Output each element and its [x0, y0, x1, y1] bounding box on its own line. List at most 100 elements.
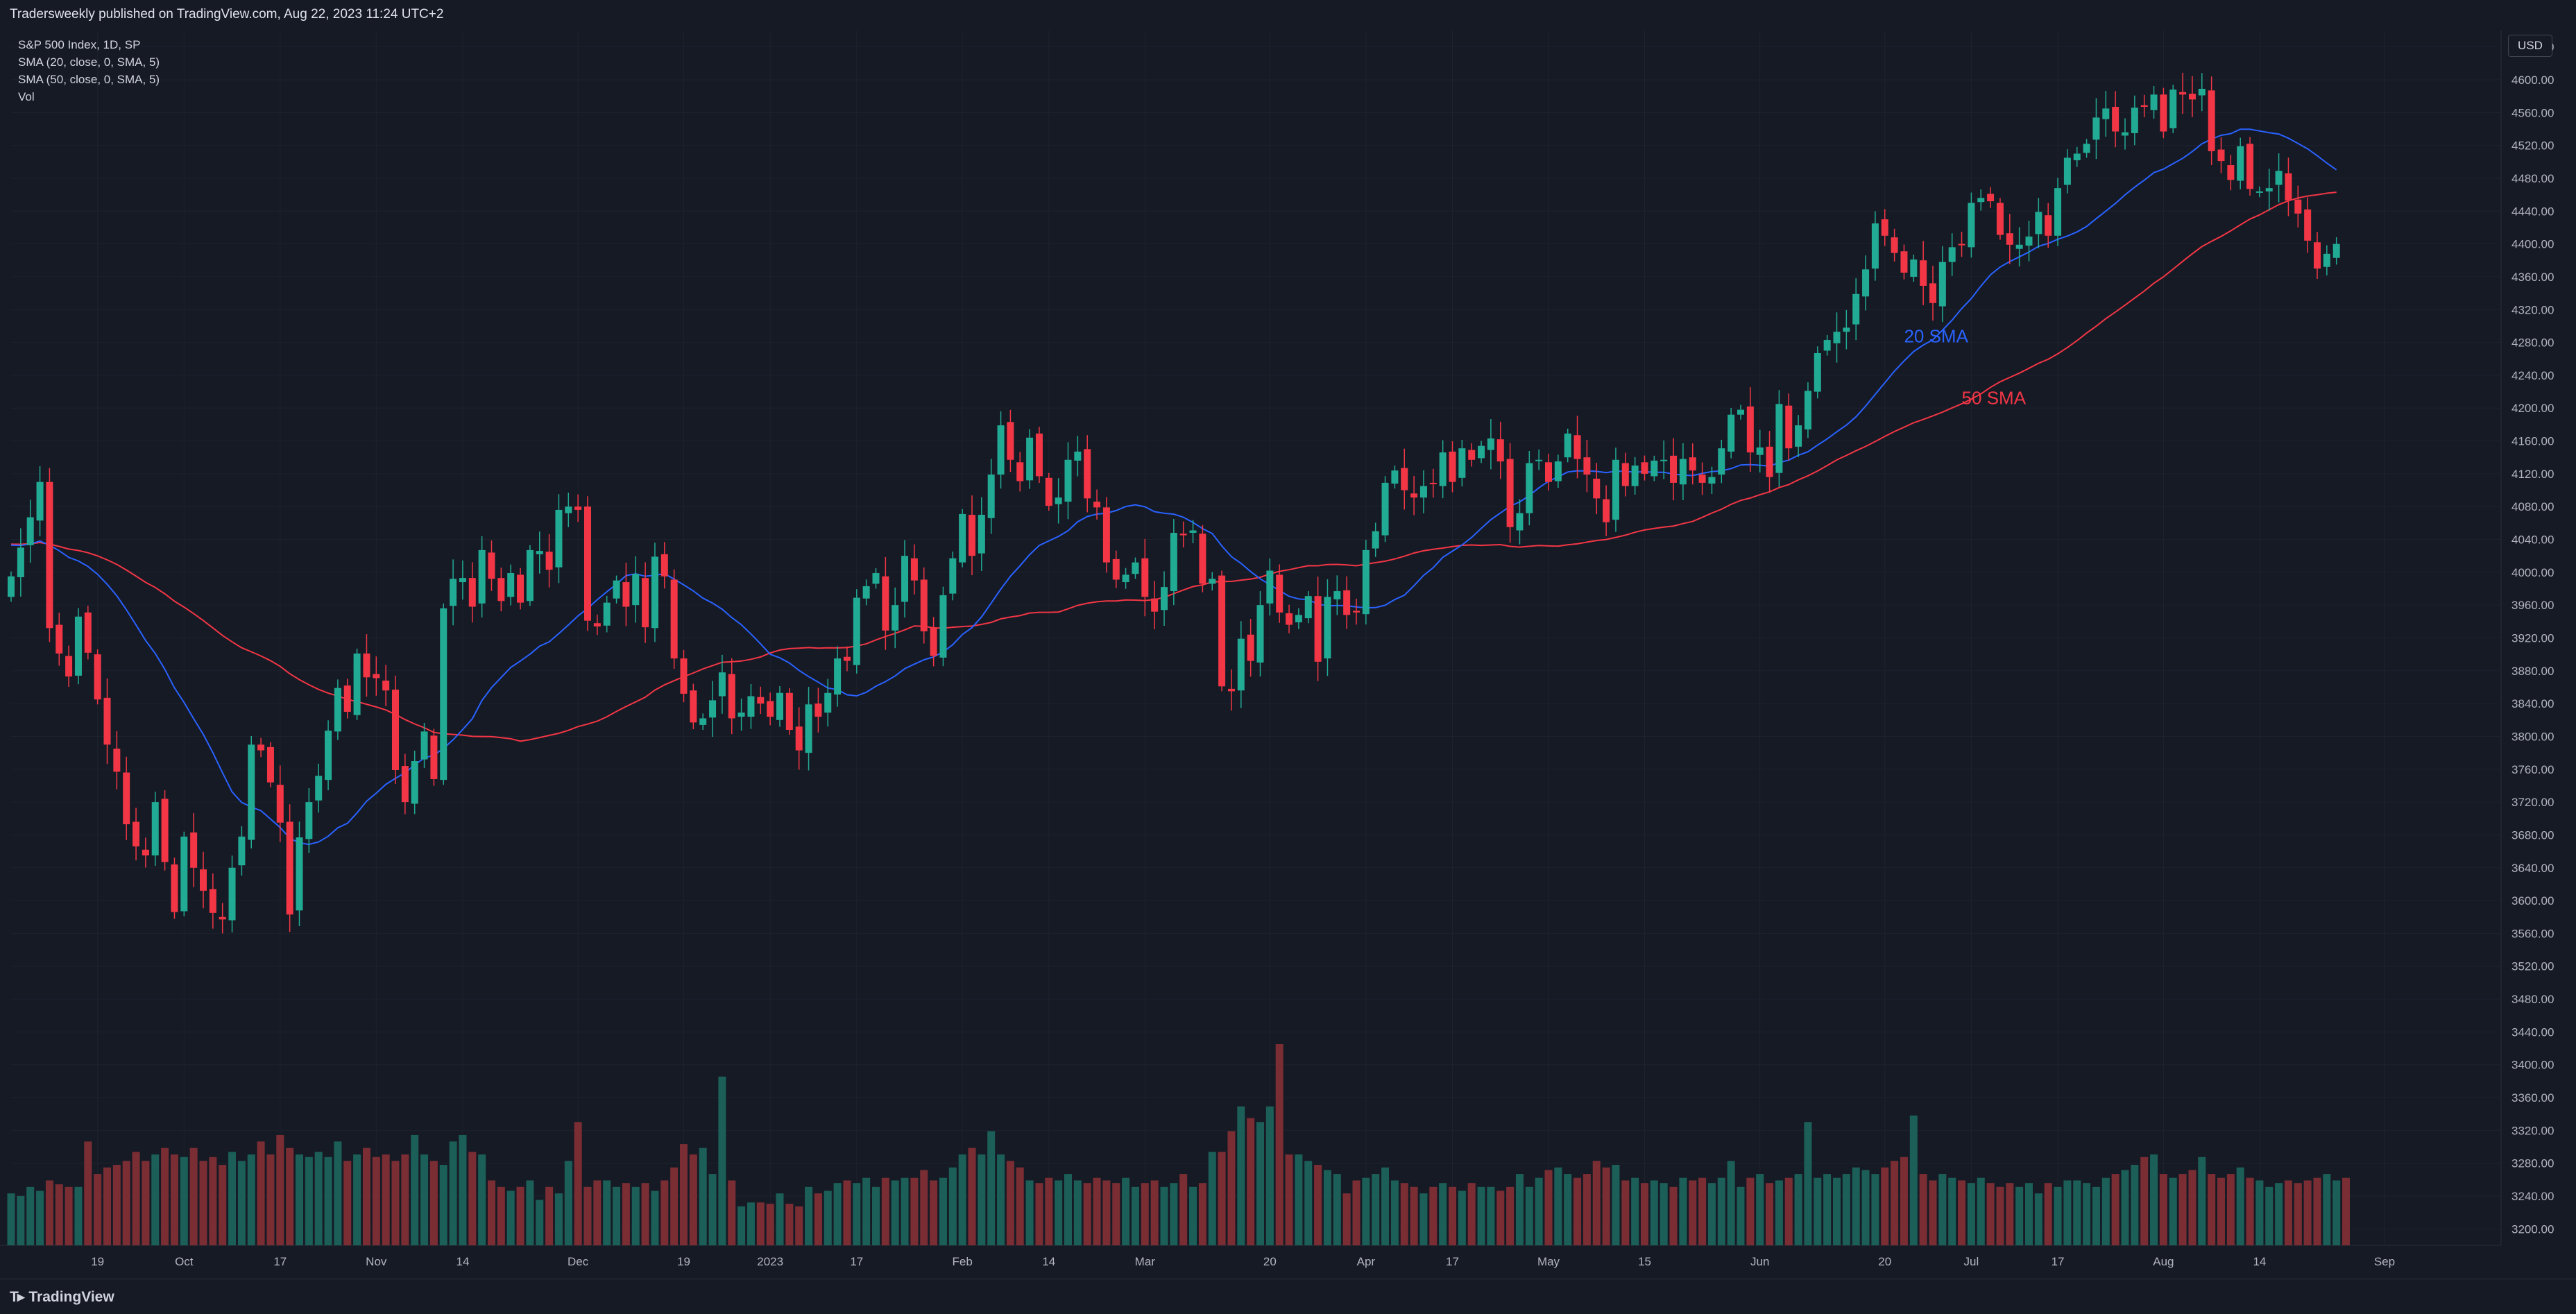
candle-body — [805, 704, 812, 753]
sma50-legend[interactable]: SMA (50, close, 0, SMA, 5) — [18, 73, 160, 86]
candle — [1362, 540, 1370, 625]
volume-bar — [545, 1186, 554, 1245]
volume-bar — [1823, 1174, 1832, 1245]
volume-bar — [1621, 1180, 1630, 1245]
candle-body — [709, 700, 717, 718]
candle — [680, 649, 688, 703]
candle-body — [1237, 638, 1245, 691]
symbol-legend[interactable]: S&P 500 Index, 1D, SP — [18, 38, 141, 51]
candle-body — [853, 597, 860, 665]
price-tick-label: 3360.00 — [2511, 1091, 2554, 1104]
candle — [248, 735, 255, 848]
candle — [737, 699, 745, 731]
candle-body — [238, 836, 246, 866]
volume-bar — [55, 1184, 63, 1245]
currency-label[interactable]: USD — [2508, 35, 2552, 57]
volume-bar — [1400, 1183, 1408, 1245]
candle-body — [1708, 477, 1716, 484]
candle-body — [1670, 455, 1678, 483]
volume-legend[interactable]: Vol — [18, 90, 35, 103]
candle-body — [84, 612, 92, 653]
candle — [2112, 91, 2119, 148]
volume-bar — [1247, 1118, 1255, 1245]
volume-bar — [1064, 1174, 1072, 1245]
candle-body — [680, 658, 688, 694]
candle — [853, 589, 860, 674]
candle-body — [2063, 157, 2071, 185]
volume-bar — [112, 1165, 121, 1245]
candle — [478, 536, 486, 617]
candle — [1401, 448, 1408, 510]
candle-body — [1631, 466, 1639, 486]
candle-body — [276, 785, 284, 823]
candle — [2188, 76, 2196, 117]
candle — [757, 686, 765, 715]
candle-body — [1295, 615, 1302, 623]
candle — [1478, 441, 1485, 463]
candle — [2006, 214, 2013, 264]
candle — [113, 731, 121, 790]
candle-body — [1746, 406, 1754, 453]
candle — [1314, 577, 1322, 681]
candle — [978, 497, 985, 571]
candle — [747, 683, 755, 729]
candle — [930, 617, 937, 667]
candle — [910, 544, 918, 595]
volume-bar — [142, 1161, 150, 1245]
publisher-title: Tradersweekly published on TradingView.c… — [10, 7, 444, 22]
volume-bar — [170, 1154, 178, 1245]
candle-body — [151, 802, 159, 856]
candle — [2237, 137, 2244, 189]
candle-body — [296, 837, 303, 911]
candle-body — [2131, 108, 2138, 133]
volume-bar — [1881, 1167, 1889, 1245]
volume-bar — [1515, 1174, 1524, 1245]
time-tick-label: 17 — [2052, 1255, 2065, 1268]
candle-body — [2092, 117, 2100, 140]
volume-bar — [1304, 1161, 1313, 1245]
candle-body — [930, 627, 937, 656]
candle-body — [1055, 497, 1062, 504]
sma20-legend[interactable]: SMA (20, close, 0, SMA, 5) — [18, 56, 160, 69]
volume-bar — [45, 1180, 53, 1245]
candle-body — [325, 731, 332, 780]
volume-bar — [593, 1180, 602, 1245]
volume-bar — [286, 1147, 294, 1245]
candle-body — [1161, 587, 1168, 611]
time-tick-label: Jul — [1964, 1255, 1979, 1268]
candle — [507, 564, 515, 606]
candle — [1766, 431, 1773, 493]
candle-body — [728, 674, 735, 719]
volume-bar — [1583, 1174, 1591, 1245]
volume-bar — [411, 1134, 419, 1245]
candle — [2045, 203, 2052, 248]
volume-bar — [219, 1165, 227, 1245]
volume-bar — [1160, 1186, 1168, 1245]
time-tick-label: 19 — [91, 1255, 104, 1268]
candle-body — [2188, 94, 2196, 100]
candle — [1968, 192, 1975, 258]
candle — [1247, 619, 1254, 677]
candle-body — [113, 749, 121, 772]
volume-bar — [1419, 1193, 1428, 1245]
candle — [286, 804, 293, 932]
candle-body — [824, 692, 832, 713]
volume-bar — [1295, 1154, 1303, 1245]
volume-bar — [1016, 1167, 1024, 1245]
volume-bar — [151, 1154, 160, 1245]
candle-body — [1084, 449, 1091, 499]
candle — [2083, 139, 2090, 158]
volume-bar — [1131, 1186, 1139, 1245]
volume-bar — [1544, 1170, 1553, 1245]
candle — [565, 493, 572, 527]
candle-body — [266, 746, 274, 783]
candle — [343, 679, 351, 719]
volume-bar — [1679, 1177, 1687, 1245]
tradingview-logo-icon: T▸ — [10, 1289, 24, 1305]
volume-bar — [2159, 1174, 2167, 1245]
candle-body — [843, 656, 851, 661]
candle — [1055, 478, 1062, 524]
candle — [997, 411, 1005, 489]
price-tick-label: 3560.00 — [2511, 927, 2554, 940]
